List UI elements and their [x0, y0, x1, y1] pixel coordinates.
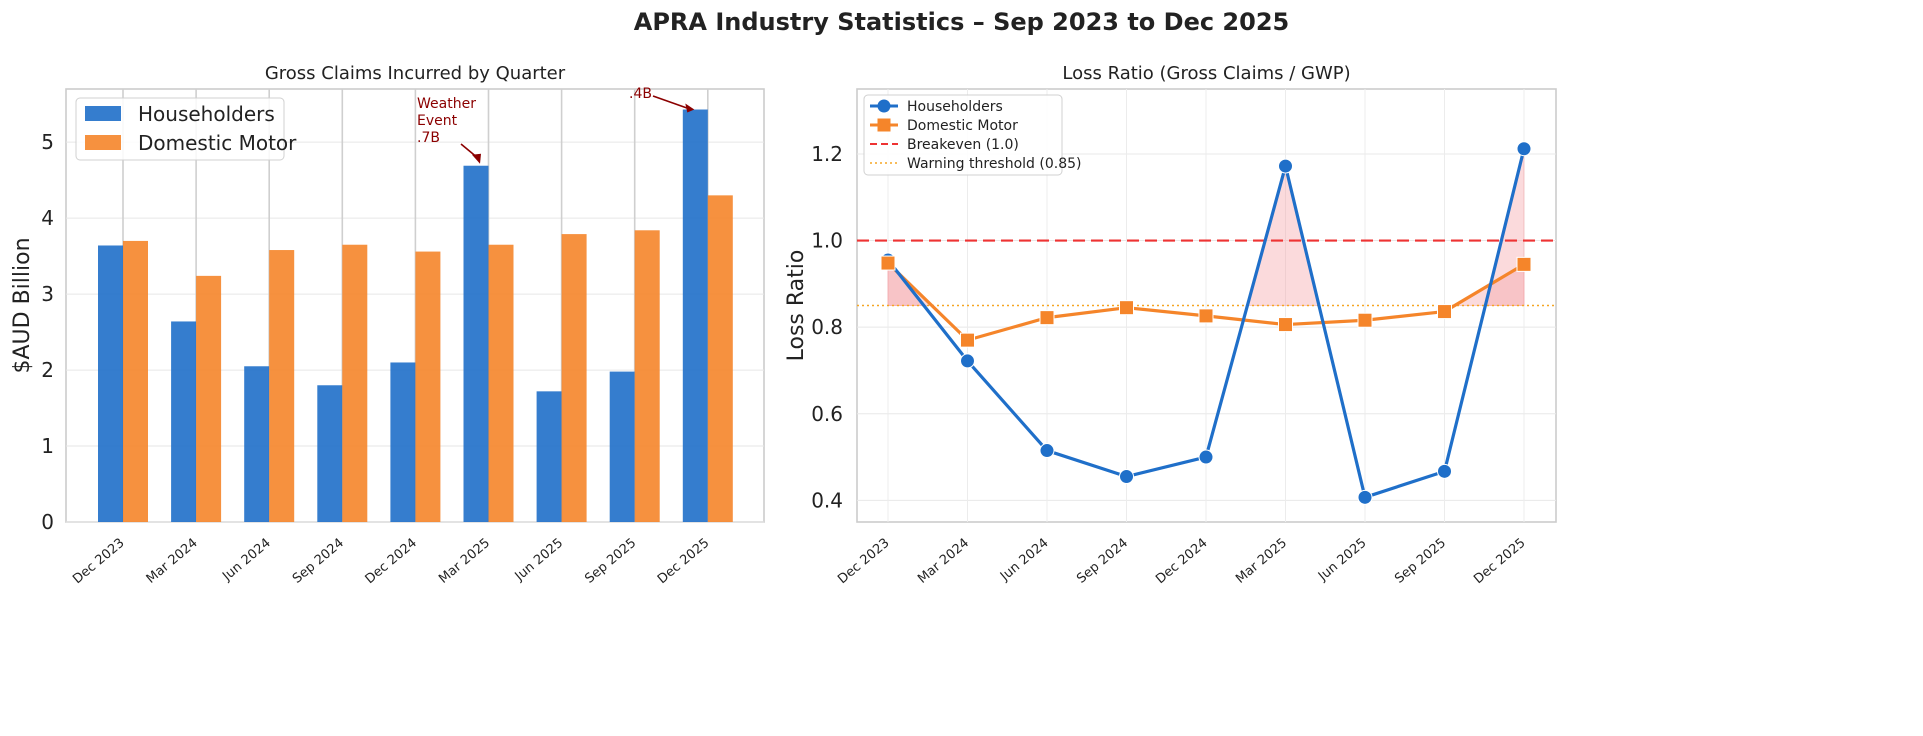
right-y-axis-label: Loss Ratio: [784, 250, 809, 362]
right-x-tick-label: Mar 2024: [915, 536, 972, 587]
point-householders-jun-2024: [1039, 443, 1055, 459]
right-x-tick-label: Dec 2023: [835, 536, 892, 588]
point-domestic-motor-mar-2024: [960, 332, 975, 348]
right-x-tick-label: Mar 2025: [1233, 536, 1290, 587]
annotation-arrow-head: [685, 103, 695, 113]
point-domestic-motor-jun-2024: [1039, 310, 1055, 326]
left-x-tick-label: Jun 2025: [512, 536, 566, 585]
bar-domestic-motor-sep-2024: [342, 244, 368, 522]
annotation-dec-2025: .4B: [629, 86, 652, 102]
left-legend: Householders Domestic Motor: [75, 97, 297, 161]
legend-label-domestic-motor: Domestic Motor: [907, 118, 1018, 134]
bar-householders-dec-2024: [390, 362, 416, 522]
annotation-arrow-head: [472, 153, 481, 164]
legend-label-domestic-motor: Domestic Motor: [138, 131, 297, 155]
right-x-tick-label: Jun 2025: [1315, 536, 1369, 585]
bar-domestic-motor-dec-2025: [707, 195, 733, 522]
annotation-weather-event: .7B: [417, 130, 440, 146]
right-y-tick-label: 1.0: [811, 229, 843, 253]
legend-label-warning-threshold-0-85-: Warning threshold (0.85): [907, 156, 1082, 172]
bar-domestic-motor-jun-2025: [561, 234, 587, 522]
left-y-tick-label: 1: [41, 434, 54, 458]
point-householders-sep-2025: [1437, 463, 1452, 479]
point-householders-jun-2025: [1357, 489, 1373, 505]
right-legend: Householders Domestic Motor Breakeven (1.0…: [863, 94, 1082, 176]
left-y-tick-label: 3: [41, 282, 54, 306]
bar-householders-dec-2023: [98, 245, 123, 522]
bar-domestic-motor-mar-2025: [488, 244, 514, 522]
bar-householders-mar-2024: [171, 321, 197, 522]
legend-label-householders: Householders: [907, 99, 1003, 115]
right-x-tick-label: Dec 2025: [1471, 536, 1528, 588]
left-x-tick-label: Sep 2024: [290, 536, 347, 587]
left-y-axis-label: $AUD Billion: [10, 237, 35, 373]
point-domestic-motor-dec-2025: [1516, 256, 1532, 272]
left-x-tick-label: Dec 2023: [70, 536, 127, 588]
point-domestic-motor-jun-2025: [1357, 312, 1373, 328]
right-x-tick-label: Sep 2025: [1392, 536, 1449, 587]
legend-swatch-householders: [85, 106, 121, 121]
loss-ratio-line-chart: 0.4 0.6 0.8 1.0 1.2 Dec 2023 Mar 2024 Jun 2024 S…: [784, 63, 1557, 588]
point-householders-sep-2024: [1119, 469, 1134, 485]
right-x-tick-label: Jun 2024: [997, 536, 1051, 585]
point-householders-mar-2024: [960, 353, 975, 369]
left-y-tick-label: 0: [41, 510, 54, 534]
left-x-tick-label: Mar 2024: [144, 536, 201, 587]
legend-label-breakeven-1-0-: Breakeven (1.0): [907, 137, 1019, 153]
right-legend-box: [863, 94, 1063, 176]
right-y-tick-label: 1.2: [811, 142, 843, 166]
bar-domestic-motor-dec-2024: [415, 251, 441, 522]
bar-householders-sep-2025: [609, 371, 635, 522]
bar-domestic-motor-sep-2025: [634, 230, 660, 522]
legend-marker-domestic-motor: [877, 118, 891, 132]
point-householders-mar-2025: [1278, 158, 1293, 174]
legend-marker-householders: [877, 99, 891, 113]
bar-householders-jun-2024: [244, 366, 270, 522]
point-domestic-motor-dec-2024: [1198, 308, 1214, 324]
right-x-tick-label: Sep 2024: [1074, 536, 1131, 587]
left-x-tick-label: Jun 2024: [219, 536, 273, 585]
point-householders-dec-2024: [1198, 449, 1214, 465]
right-y-tick-label: 0.6: [811, 402, 843, 426]
bar-householders-dec-2025: [682, 109, 708, 522]
point-domestic-motor-sep-2025: [1437, 304, 1452, 320]
right-chart-title: Loss Ratio (Gross Claims / GWP): [1062, 63, 1350, 84]
right-y-tick-label: 0.8: [811, 315, 843, 339]
left-y-tick-label: 2: [41, 358, 54, 382]
right-x-tick-label: Dec 2024: [1153, 536, 1210, 588]
left-x-tick-label: Sep 2025: [582, 536, 639, 587]
bar-domestic-motor-dec-2023: [123, 240, 148, 523]
right-y-tick-label: 0.4: [811, 488, 843, 512]
figure-title: APRA Industry Statistics – Sep 2023 to D…: [633, 8, 1290, 36]
left-bars: [98, 109, 733, 523]
point-domestic-motor-mar-2025: [1278, 317, 1293, 333]
annotation-weather-event: Weather: [417, 96, 476, 112]
legend-label-householders: Householders: [138, 102, 275, 126]
annotation-weather-event: Event: [417, 113, 458, 129]
left-x-tick-label: Dec 2025: [655, 536, 712, 588]
bar-domestic-motor-mar-2024: [196, 275, 222, 522]
right-lines: [857, 141, 1556, 505]
bar-domestic-motor-jun-2024: [269, 250, 295, 523]
left-y-tick-label: 4: [41, 206, 54, 230]
point-householders-dec-2025: [1516, 141, 1532, 157]
point-domestic-motor-sep-2024: [1119, 300, 1134, 316]
bar-householders-sep-2024: [317, 385, 343, 522]
left-chart-title: Gross Claims Incurred by Quarter: [265, 63, 566, 84]
legend-swatch-domestic-motor: [85, 135, 121, 150]
bar-householders-mar-2025: [463, 165, 489, 523]
bar-householders-jun-2025: [536, 391, 562, 522]
left-legend-box: [75, 97, 285, 161]
point-domestic-motor-dec-2023: [880, 255, 896, 271]
annotation-arrow-line: [652, 95, 689, 110]
left-y-tick-label: 5: [41, 130, 54, 154]
left-x-tick-label: Dec 2024: [363, 536, 420, 588]
left-x-tick-label: Mar 2025: [436, 536, 493, 587]
